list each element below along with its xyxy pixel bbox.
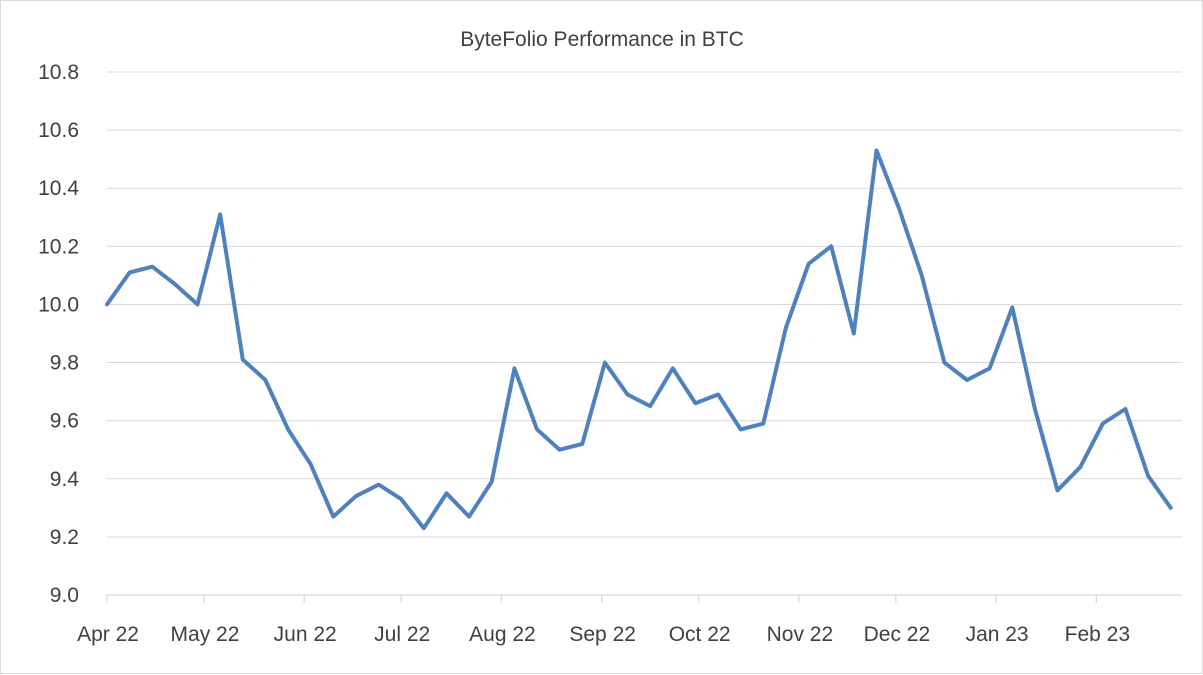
data-point xyxy=(512,366,516,370)
data-point xyxy=(105,302,109,306)
y-tick-label: 9.6 xyxy=(50,410,79,433)
data-point xyxy=(807,262,811,266)
data-point xyxy=(965,378,969,382)
data-point xyxy=(286,427,290,431)
y-tick-label: 9.0 xyxy=(50,584,79,607)
data-point xyxy=(173,282,177,286)
data-point xyxy=(761,422,765,426)
data-point xyxy=(603,361,607,365)
y-tick-label: 10.4 xyxy=(38,177,79,200)
data-point xyxy=(942,361,946,365)
data-point xyxy=(852,332,856,336)
data-point xyxy=(128,271,132,275)
data-point xyxy=(558,448,562,452)
x-tick-label: Apr 22 xyxy=(77,623,139,646)
data-point xyxy=(150,265,154,269)
data-point xyxy=(693,401,697,405)
data-point xyxy=(1010,305,1014,309)
x-tick-label: Dec 22 xyxy=(864,623,931,646)
data-point xyxy=(897,207,901,211)
data-point xyxy=(829,244,833,248)
data-point xyxy=(739,427,743,431)
data-point xyxy=(196,302,200,306)
data-point xyxy=(535,427,539,431)
y-tick-label: 9.8 xyxy=(50,352,79,375)
data-point xyxy=(875,149,879,153)
y-tick-label: 10.2 xyxy=(38,235,79,258)
gridlines xyxy=(107,71,1182,538)
data-point xyxy=(445,491,449,495)
data-point xyxy=(1123,407,1127,411)
chart-title: ByteFolio Performance in BTC xyxy=(460,28,744,51)
data-point xyxy=(1146,474,1150,478)
data-point xyxy=(399,497,403,501)
x-tick-label: Aug 22 xyxy=(469,623,536,646)
series-group xyxy=(105,148,1173,531)
y-tick-label: 9.4 xyxy=(50,468,80,491)
x-tick-label: Jun 22 xyxy=(274,623,337,646)
x-tick-label: Jan 23 xyxy=(966,623,1029,646)
y-tick-label: 10.0 xyxy=(38,293,79,316)
series-line xyxy=(105,148,1173,531)
data-point xyxy=(218,212,222,216)
x-tick-label: Oct 22 xyxy=(669,623,731,646)
data-point xyxy=(1056,488,1060,492)
y-tick-label: 10.8 xyxy=(38,61,79,84)
data-point xyxy=(671,366,675,370)
data-point xyxy=(1101,422,1105,426)
data-point xyxy=(1078,465,1082,469)
x-tick-label: Sep 22 xyxy=(569,623,636,646)
data-point xyxy=(331,515,335,519)
data-point xyxy=(626,393,630,397)
x-tick-label: Jul 22 xyxy=(374,623,430,646)
y-axis: 9.0 9.2 9.4 9.6 9.8 10.0 10.2 10.4 10.6 10.8 xyxy=(38,61,79,607)
x-axis: Apr 22 May 22 Jun 22 Jul 22 Aug 22 Sep 22 Oct … xyxy=(77,594,1182,646)
data-point xyxy=(988,366,992,370)
x-tick-label: Nov 22 xyxy=(767,623,834,646)
y-tick-label: 9.2 xyxy=(50,526,79,549)
data-point xyxy=(241,358,245,362)
y-tick-label: 10.6 xyxy=(38,119,79,142)
data-point xyxy=(784,326,788,330)
data-point xyxy=(309,462,313,466)
data-point xyxy=(716,393,720,397)
x-tick-label: May 22 xyxy=(171,623,240,646)
data-point xyxy=(377,483,381,487)
data-point xyxy=(580,442,584,446)
data-point xyxy=(1169,506,1173,510)
data-point xyxy=(1033,407,1037,411)
data-point xyxy=(263,378,267,382)
data-point xyxy=(422,526,426,530)
x-tick-label: Feb 23 xyxy=(1065,623,1130,646)
data-point xyxy=(490,480,494,484)
data-point xyxy=(467,515,471,519)
data-point xyxy=(648,404,652,408)
data-point xyxy=(354,494,358,498)
data-point xyxy=(920,273,924,277)
